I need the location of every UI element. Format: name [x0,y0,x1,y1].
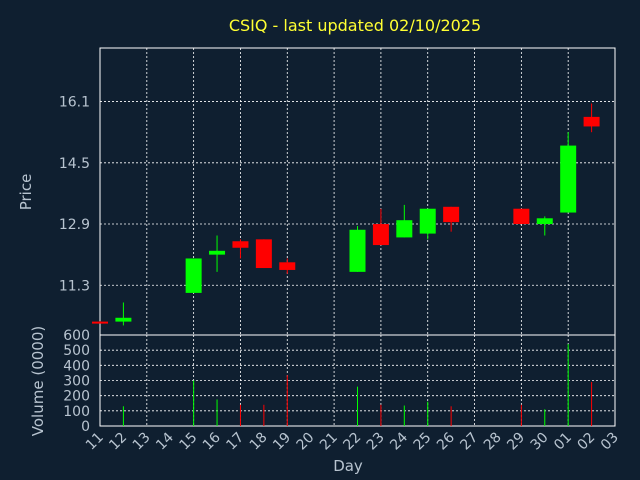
candle-body [232,241,249,248]
candle-body [419,208,436,234]
price-tick-label: 16.1 [59,95,90,111]
volume-tick-label: 600 [63,328,90,344]
candle-body [560,145,577,213]
x-tick-label: 27 [457,430,481,454]
candle-body [349,229,366,272]
x-tick-label: 29 [504,430,528,454]
candle-body [536,218,553,225]
candle-body [372,224,389,246]
x-tick-label: 12 [106,430,130,454]
candle-body [443,206,460,223]
candle-body [255,239,272,269]
price-tick-label: 11.3 [59,278,90,294]
x-tick-label: 28 [481,430,505,454]
volume-tick-label: 100 [63,404,90,420]
x-tick-label: 03 [598,430,622,454]
x-tick-label: 17 [223,430,247,454]
chart-title: CSIQ - last updated 02/10/2025 [229,16,481,35]
candle-body [279,262,296,270]
x-tick-label: 21 [317,430,341,454]
price-panel-frame [99,47,616,336]
x-tick-label: 20 [294,430,318,454]
x-tick-label: 15 [177,430,201,454]
x-tick-label: 01 [551,430,575,454]
price-axis-title: Price [17,174,35,211]
volume-tick-label: 200 [63,389,90,405]
volume-tick-label: 400 [63,358,90,374]
candle-body [513,208,530,225]
x-tick-label: 23 [364,430,388,454]
x-tick-label: 19 [270,430,294,454]
x-tick-label: 30 [528,430,552,454]
x-tick-label: 13 [130,430,154,454]
x-tick-label: 25 [411,430,435,454]
x-tick-label: 26 [434,429,458,453]
volume-axis-title: Volume (0000) [29,326,47,436]
candle-body [92,321,108,324]
candle-body [185,258,202,293]
volume-tick-label: 500 [63,343,90,359]
x-tick-label: 16 [200,429,224,453]
price-tick-label: 12.9 [59,217,90,233]
candle-body [115,317,132,322]
x-tick-label: 22 [340,430,364,454]
x-tick-label: 18 [247,430,271,454]
volume-tick-label: 300 [63,374,90,390]
candle-body [583,116,600,127]
x-tick-label: 02 [574,430,598,454]
candle-body [209,250,226,255]
volume-tick-label: 0 [81,419,90,435]
x-tick-label: 24 [387,429,411,453]
x-tick-label: 14 [153,429,177,453]
candle-body [396,220,413,238]
price-tick-label: 14.5 [59,156,90,172]
x-axis-title: Day [333,457,363,475]
